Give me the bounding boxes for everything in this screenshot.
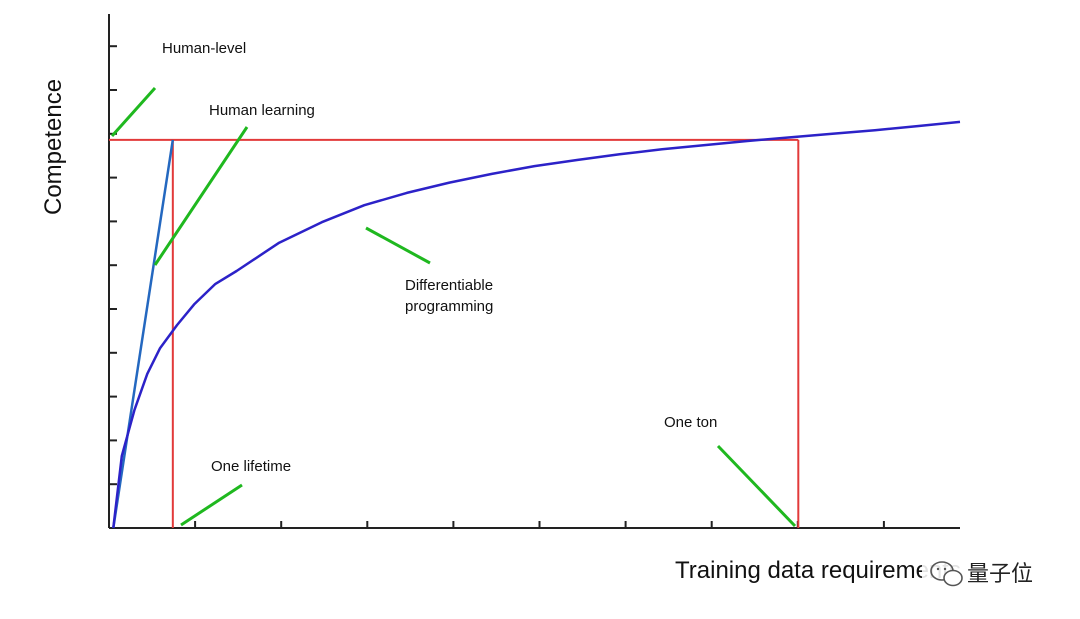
- series-line-human: [112, 139, 175, 529]
- annotation-pointers: [110, 86, 797, 528]
- annotation-human-level: Human-level: [162, 40, 246, 57]
- pointer-differentiable-programming: [365, 226, 431, 265]
- pointer-one-ton: [716, 444, 797, 528]
- watermark: 量子位: [922, 556, 1046, 590]
- annotation-one-ton: One ton: [664, 414, 717, 431]
- reference-lines: [109, 138, 800, 528]
- series-line-dp: [112, 120, 961, 529]
- x-axis-label: Training data requirements: [675, 557, 961, 584]
- annotation-differentiable: Differentiable: [405, 277, 493, 294]
- pointer-one-lifetime: [180, 483, 243, 527]
- annotation-human-learning: Human learning: [209, 102, 315, 119]
- watermark-text: 量子位: [967, 562, 1033, 587]
- pointer-human-learning: [153, 126, 249, 266]
- pointer-human-level: [110, 86, 157, 138]
- wechat-icon: [930, 561, 963, 587]
- y-ticks: [109, 45, 117, 486]
- x-ticks: [194, 521, 885, 528]
- axes: [108, 14, 960, 529]
- y-axis-label: Competence: [40, 79, 67, 215]
- annotation-programming: programming: [405, 298, 493, 315]
- series-group: [112, 120, 961, 529]
- annotation-one-lifetime: One lifetime: [211, 458, 291, 475]
